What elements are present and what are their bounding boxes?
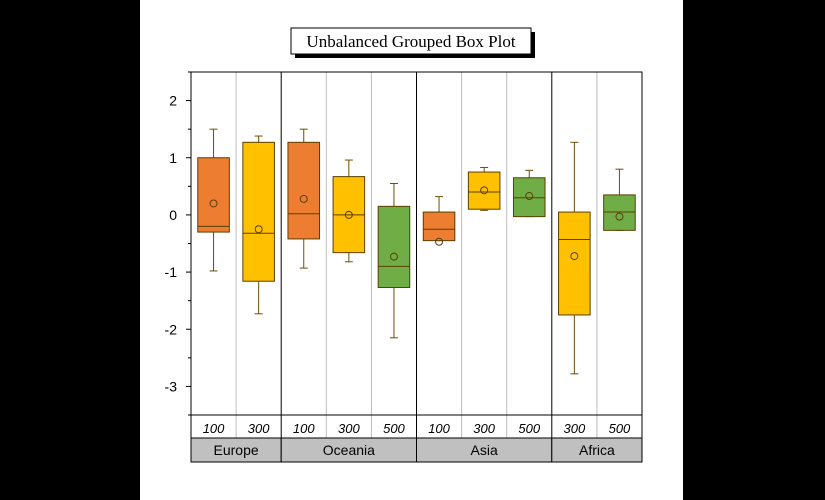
y-tick-label: 1 — [169, 150, 177, 166]
category-label: 500 — [518, 421, 540, 436]
mean-marker — [254, 225, 263, 234]
y-tick-label: -1 — [165, 264, 178, 280]
box-body — [377, 205, 411, 289]
box-body — [603, 194, 636, 231]
category-label: 500 — [609, 421, 631, 436]
group-label-asia: Asia — [416, 437, 553, 463]
category-label: 300 — [248, 421, 270, 436]
group-label: Africa — [579, 442, 615, 458]
mean-marker — [480, 186, 489, 195]
y-tick-label: 2 — [169, 93, 177, 109]
box-oceania-300: 300 — [332, 159, 366, 436]
box-europe-300: 300 — [242, 135, 275, 436]
box-body — [242, 141, 275, 282]
box-body — [512, 177, 546, 218]
group-label-box — [190, 437, 282, 463]
chart-title: Unbalanced Grouped Box Plot — [306, 32, 515, 51]
box-africa-300: 300 — [558, 141, 591, 436]
group-label-africa: Africa — [551, 437, 643, 463]
box-europe-100: 100 — [197, 128, 230, 436]
group-label-box — [551, 437, 643, 463]
group-label: Asia — [471, 442, 498, 458]
box-asia-100: 100 — [422, 196, 456, 436]
group-label: Oceania — [323, 442, 375, 458]
box-body — [197, 157, 230, 233]
category-label: 300 — [563, 421, 585, 436]
y-tick-label: -2 — [165, 321, 178, 337]
box-oceania-500: 500 — [377, 182, 411, 436]
y-tick-label: 0 — [169, 207, 177, 223]
category-label: 300 — [473, 421, 495, 436]
category-label: 100 — [203, 421, 225, 436]
category-label: 300 — [338, 421, 360, 436]
box-plot: Unbalanced Grouped Box Plot -3 -2 -1 0 1 2 100 3… — [165, 27, 643, 463]
y-tick-label: -3 — [165, 378, 178, 394]
box-africa-500: 500 — [603, 168, 636, 436]
mean-marker — [570, 252, 579, 261]
chart-title-group: Unbalanced Grouped Box Plot — [290, 27, 535, 58]
group-label-oceania: Oceania — [280, 437, 417, 463]
category-label: 100 — [293, 421, 315, 436]
category-label: 500 — [383, 421, 405, 436]
box-oceania-100: 100 — [287, 128, 321, 436]
mean-marker — [209, 199, 218, 208]
mean-marker — [435, 237, 444, 246]
mean-marker — [525, 192, 534, 201]
group-label-europe: Europe — [190, 437, 282, 463]
box-body — [422, 211, 456, 242]
group-label-box — [280, 437, 417, 463]
title-box — [290, 27, 532, 55]
group-label: Europe — [214, 442, 259, 458]
mean-marker — [299, 194, 308, 203]
chart-canvas: Unbalanced Grouped Box Plot -3 -2 -1 0 1 2 100 3… — [140, 0, 683, 500]
box-asia-300: 300 — [467, 166, 501, 436]
mean-marker — [389, 252, 398, 261]
category-label: 100 — [428, 421, 450, 436]
box-body — [287, 141, 321, 240]
box-asia-500: 500 — [512, 169, 546, 436]
box-body — [558, 211, 591, 316]
box-body — [467, 171, 501, 210]
mean-marker — [615, 212, 624, 221]
mean-marker — [344, 210, 353, 219]
